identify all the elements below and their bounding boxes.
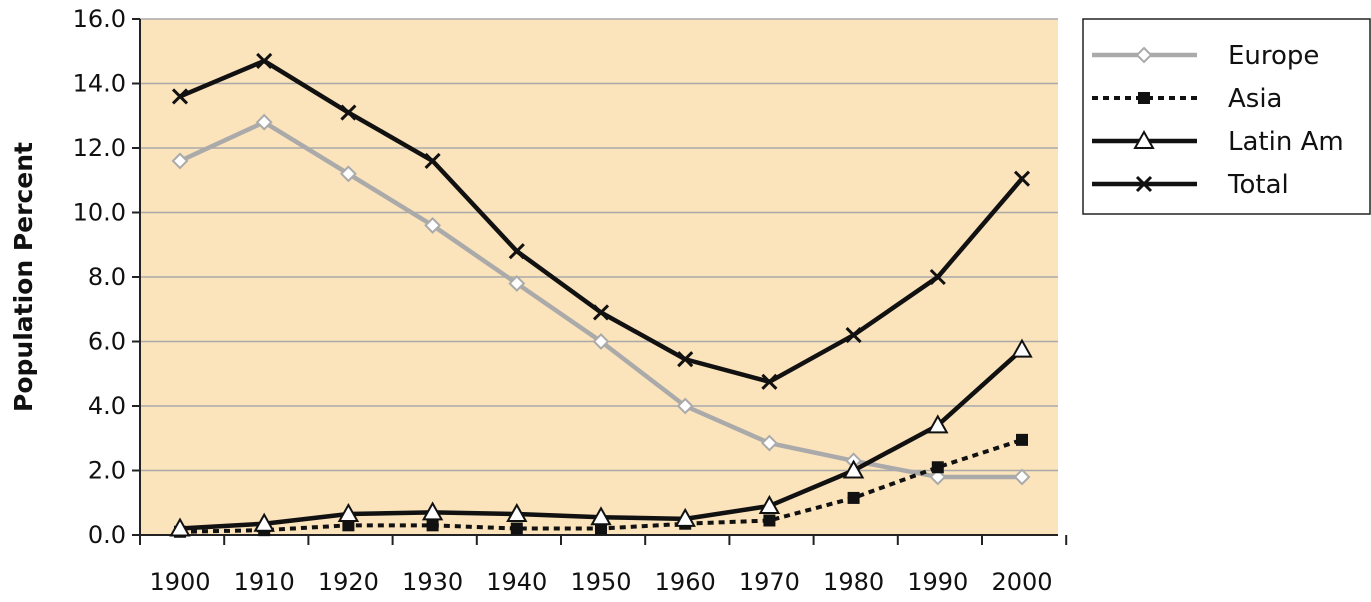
- data-point-marker: [674, 507, 696, 527]
- legend-label: Latin Am: [1228, 127, 1344, 157]
- data-point-marker: [845, 326, 862, 344]
- series-latin-am: [169, 338, 1033, 537]
- data-point-marker: [339, 165, 357, 183]
- data-point-marker: [847, 491, 860, 504]
- legend: Europe Asia Latin Am Total: [1082, 18, 1371, 215]
- series-layer: [169, 52, 1033, 538]
- legend-label: Total: [1227, 170, 1289, 200]
- data-point-marker: [760, 434, 778, 452]
- x-tick-label: 1930: [402, 568, 463, 596]
- data-point-marker: [676, 397, 694, 415]
- data-point-marker: [506, 502, 528, 523]
- x-tick-label: 1940: [486, 568, 547, 596]
- data-point-marker: [592, 304, 610, 321]
- y-tick-label: 4.0: [88, 392, 126, 420]
- y-tick-label: 14.0: [73, 70, 126, 98]
- data-point-marker: [929, 268, 946, 286]
- tick-labels: 0.0 2.0 4.0 6.0 8.0 10.0 12.0 14.0 16.0 1900 1910 1…: [73, 5, 1053, 596]
- series-total: [171, 52, 1031, 390]
- data-point-marker: [677, 351, 694, 368]
- x-tick-label: 1980: [823, 568, 884, 596]
- x-tick-label: 1920: [318, 568, 379, 596]
- data-point-marker: [342, 519, 355, 532]
- y-tick-label: 2.0: [88, 457, 126, 485]
- series-asia: [174, 433, 1028, 538]
- data-point-marker: [255, 113, 273, 131]
- data-point-marker: [508, 275, 526, 292]
- data-point-marker: [421, 501, 444, 521]
- data-point-marker: [1011, 338, 1033, 358]
- y-tick-label: 12.0: [73, 134, 126, 162]
- data-point-marker: [1135, 46, 1153, 64]
- x-tick-label: 1900: [149, 568, 210, 596]
- data-point-marker: [592, 333, 610, 350]
- legend-label: Europe: [1228, 41, 1319, 71]
- data-point-marker: [424, 216, 442, 234]
- y-tick-label: 0.0: [88, 521, 126, 549]
- y-tick-label: 16.0: [73, 5, 126, 33]
- legend-item-latin-am: Latin Am: [1092, 127, 1344, 157]
- y-axis-label: Population Percent: [9, 142, 38, 412]
- y-tick-label: 10.0: [73, 199, 126, 227]
- data-point-marker: [337, 502, 360, 523]
- data-point-marker: [929, 468, 947, 486]
- data-point-marker: [256, 52, 273, 69]
- data-point-marker: [426, 519, 439, 532]
- data-point-marker: [171, 88, 189, 105]
- data-point-marker: [169, 517, 191, 537]
- data-point-marker: [595, 522, 607, 535]
- data-point-marker: [842, 459, 865, 479]
- data-point-marker: [758, 494, 781, 514]
- x-tick-label: 1960: [655, 568, 716, 596]
- data-point-marker: [1013, 468, 1031, 486]
- x-tick-label: 1970: [739, 568, 800, 596]
- x-tick-label: 1950: [570, 568, 631, 596]
- data-point-marker: [253, 512, 275, 532]
- x-tick-label: 1910: [234, 568, 295, 596]
- data-point-marker: [424, 152, 441, 169]
- data-point-marker: [590, 506, 612, 526]
- data-point-marker: [1016, 433, 1028, 446]
- axes: [132, 18, 1068, 545]
- data-point-marker: [340, 104, 357, 121]
- data-point-marker: [931, 461, 944, 474]
- data-point-marker: [763, 514, 776, 527]
- y-tick-label: 8.0: [88, 263, 126, 291]
- legend-item-europe: Europe: [1092, 41, 1319, 71]
- data-point-marker: [761, 373, 778, 390]
- data-point-marker: [171, 152, 189, 170]
- data-point-marker: [1138, 92, 1150, 104]
- legend-item-asia: Asia: [1092, 84, 1283, 114]
- legend-item-total: Total: [1092, 170, 1289, 200]
- y-tick-label: 6.0: [88, 328, 126, 356]
- data-point-marker: [508, 243, 525, 260]
- data-point-marker: [1133, 129, 1155, 149]
- legend-label: Asia: [1228, 84, 1283, 114]
- data-point-marker: [1135, 175, 1153, 193]
- data-point-marker: [1013, 170, 1031, 187]
- legend-box: [1082, 18, 1371, 215]
- data-point-marker: [510, 522, 523, 535]
- x-tick-label: 2000: [991, 568, 1052, 596]
- data-point-marker: [927, 414, 949, 434]
- series-europe: [171, 113, 1031, 486]
- x-tick-label: 1990: [907, 568, 968, 596]
